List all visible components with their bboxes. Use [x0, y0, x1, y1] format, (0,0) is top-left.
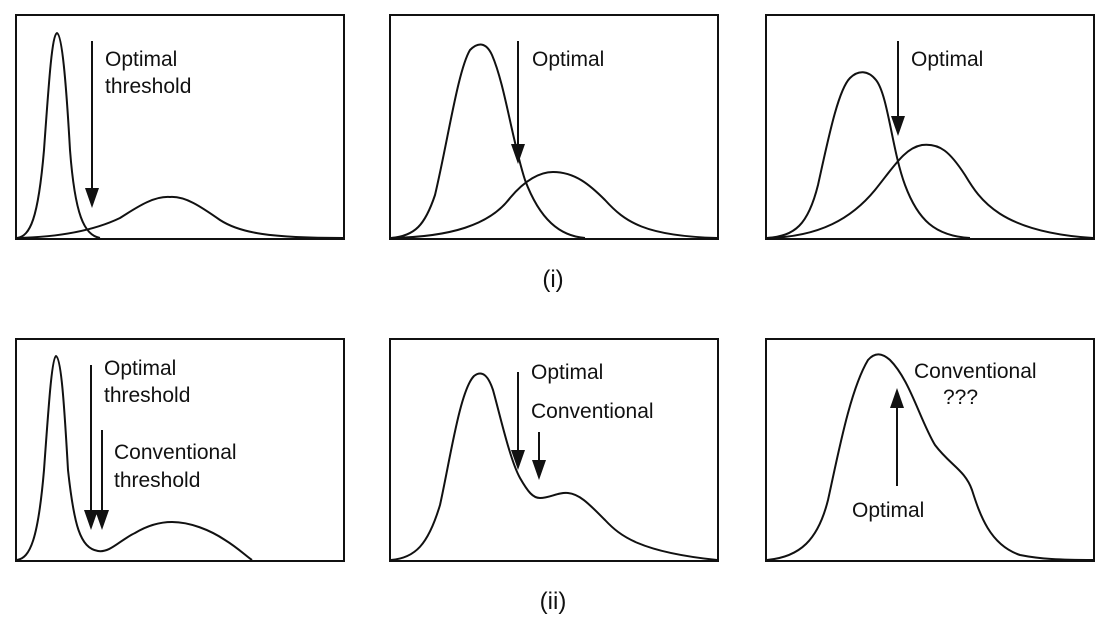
question-marks-label: ???: [943, 386, 978, 409]
panel-frame: [389, 338, 719, 562]
panel-frame: [15, 338, 345, 562]
arrow-head-icon: [95, 510, 109, 530]
arrow-head-icon: [511, 144, 525, 164]
optimal-label: Optimal: [911, 48, 983, 71]
arrow-head-icon: [890, 388, 904, 408]
panel-frame: [765, 14, 1095, 240]
panel-ii-3: Conventional ??? Optimal: [765, 338, 1095, 562]
first-peak-curve: [766, 71, 971, 239]
panel-frame: [15, 14, 345, 240]
bimodal-curve: [16, 355, 253, 561]
panel-ii-2: Optimal Conventional: [389, 338, 719, 562]
arrow-head-icon: [532, 460, 546, 480]
conventional-label: Conventional: [114, 441, 237, 464]
panel-ii-1: Optimal threshold Conventional threshold: [15, 338, 345, 562]
threshold-label: threshold: [105, 75, 191, 98]
narrow-peak-curve: [16, 32, 101, 239]
optimal-label: Optimal: [532, 48, 604, 71]
optimal-label: Optimal: [104, 357, 176, 380]
arrow-head-icon: [511, 450, 525, 470]
row-caption-i: (i): [542, 266, 563, 293]
optimal-label: Optimal: [852, 499, 924, 522]
arrow-head-icon: [84, 510, 98, 530]
threshold-label: threshold: [104, 384, 190, 407]
optimal-label: Optimal: [105, 48, 177, 71]
arrow-head-icon: [85, 188, 99, 208]
conventional-label: Conventional: [531, 400, 654, 423]
unimodal-curve: [766, 353, 1094, 561]
row-caption-ii: (ii): [540, 588, 567, 615]
second-peak-curve: [766, 143, 1094, 239]
broad-peak-curve: [16, 195, 344, 239]
panel-frame: [389, 14, 719, 240]
first-peak-curve: [390, 43, 586, 239]
panel-i-3: Optimal: [765, 14, 1095, 240]
panel-i-1: Optimal threshold: [15, 14, 345, 240]
second-peak-curve: [390, 171, 718, 239]
panel-i-2: Optimal: [389, 14, 719, 240]
conventional-label: Conventional: [914, 360, 1037, 383]
panel-frame: [765, 338, 1095, 562]
arrow-head-icon: [891, 116, 905, 136]
bimodal-curve: [390, 372, 718, 561]
threshold-label: threshold: [114, 469, 200, 492]
optimal-label: Optimal: [531, 361, 603, 384]
